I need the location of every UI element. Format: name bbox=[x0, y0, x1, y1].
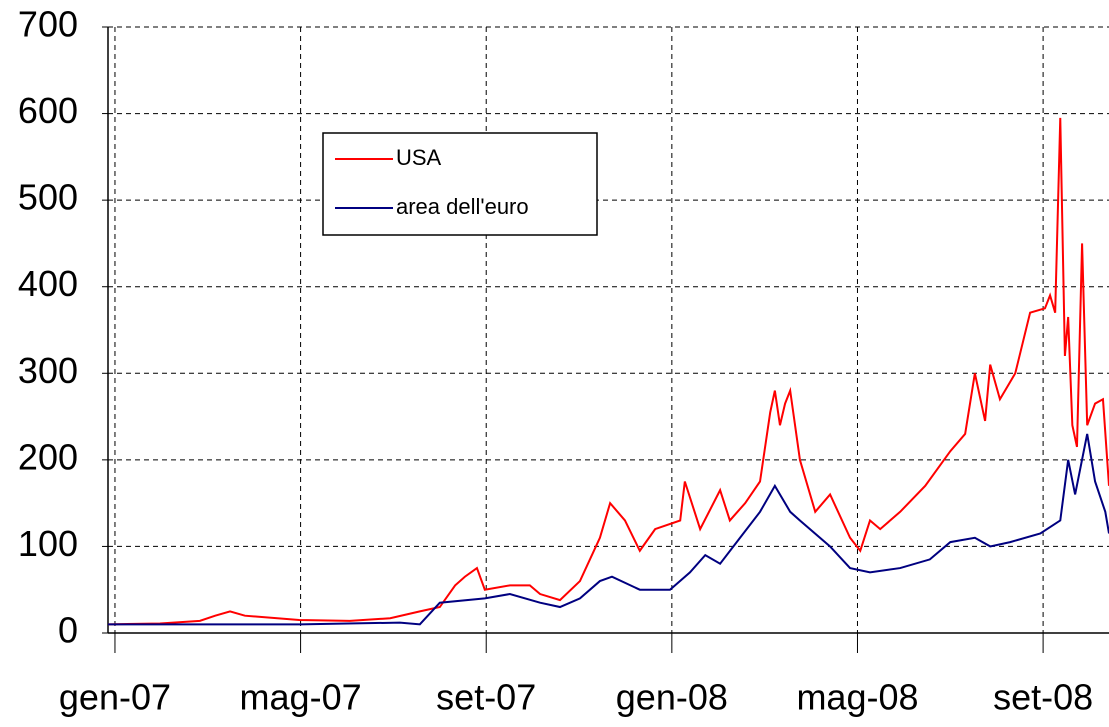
y-tick-label: 500 bbox=[18, 177, 78, 218]
y-tick-label: 300 bbox=[18, 350, 78, 391]
series-line bbox=[108, 433, 1109, 626]
y-tick-label: 600 bbox=[18, 90, 78, 131]
legend-label: USA bbox=[396, 145, 442, 170]
legend-label: area dell'euro bbox=[396, 194, 529, 219]
y-tick-label: 200 bbox=[18, 436, 78, 477]
x-tick-label: mag-07 bbox=[240, 677, 362, 718]
legend-box bbox=[322, 132, 598, 236]
x-tick-label: gen-08 bbox=[616, 677, 728, 718]
y-tick-label: 700 bbox=[18, 4, 78, 45]
series-line bbox=[107, 117, 1109, 626]
y-tick-label: 100 bbox=[18, 523, 78, 564]
y-tick-label: 0 bbox=[58, 610, 78, 651]
y-tick-label: 400 bbox=[18, 263, 78, 304]
x-tick-label: gen-07 bbox=[59, 677, 171, 718]
x-tick-label: set-07 bbox=[436, 677, 536, 718]
x-tick-label: set-08 bbox=[993, 677, 1093, 718]
x-tick-label: mag-08 bbox=[796, 677, 918, 718]
